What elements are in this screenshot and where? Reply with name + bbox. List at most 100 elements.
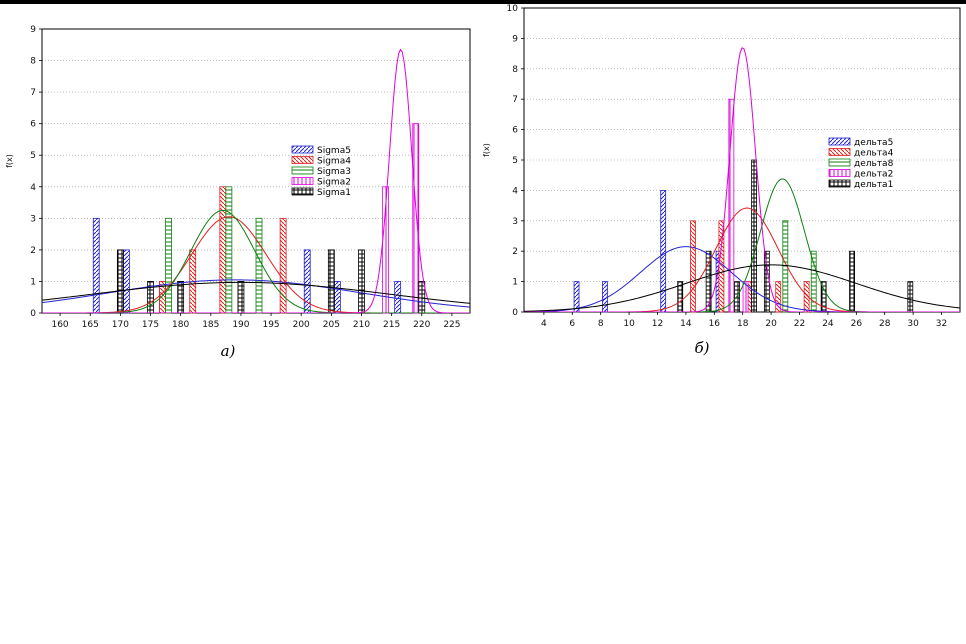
legend-swatch [828, 148, 851, 156]
legend-swatch [291, 156, 314, 164]
bar-дельта1 [907, 281, 914, 313]
curve-Sigma4 [42, 216, 470, 313]
curve-Sigma2 [42, 48, 470, 313]
x-tick-label: 30 [907, 319, 919, 329]
curve-дельта2 [524, 47, 960, 312]
legend-label: Sigma5 [317, 146, 351, 156]
bar-Sigma1 [358, 249, 365, 314]
x-tick-label: 225 [443, 320, 460, 330]
legend-label: Sigma2 [317, 178, 351, 188]
x-tick-label: 175 [142, 320, 159, 330]
legend-swatch [291, 177, 314, 185]
x-tick-label: 200 [293, 320, 310, 330]
y-tick-label: 7 [30, 88, 36, 98]
x-tick-label: 16 [709, 319, 721, 329]
chart-caption: б) [694, 339, 709, 357]
bar-Sigma5 [92, 217, 100, 314]
bar-дельта1 [763, 250, 770, 313]
curve-дельта4 [524, 207, 960, 312]
bar-Sigma5 [122, 249, 130, 314]
bar-дельта5 [602, 281, 608, 313]
bar-Sigma2 [412, 123, 420, 314]
x-tick-label: 170 [112, 320, 129, 330]
y-tick-label: 8 [512, 65, 518, 75]
bar-дельта5 [573, 281, 580, 313]
x-tick-label: 6 [569, 319, 575, 329]
x-tick-label: 210 [353, 320, 370, 330]
bar-дельта4 [690, 220, 696, 313]
x-tick-label: 26 [851, 319, 863, 329]
legend-swatch [828, 179, 851, 188]
bar-дельта2 [742, 281, 749, 313]
y-tick-label: 1 [30, 277, 36, 287]
y-tick-label: 3 [30, 214, 36, 224]
legend-label: дельта8 [854, 159, 894, 169]
x-tick-label: 12 [652, 319, 663, 329]
x-tick-label: 8 [598, 319, 604, 329]
x-tick-label: 28 [879, 319, 891, 329]
y-tick-label: 4 [512, 186, 518, 196]
y-tick-label: 1 [512, 278, 518, 288]
bar-Sigma4 [219, 186, 227, 314]
chart-caption: а) [221, 342, 236, 360]
bar-дельта2 [728, 98, 735, 313]
y-tick-label: 5 [30, 151, 36, 161]
y-axis-label: f(x) [482, 143, 491, 157]
y-tick-label: 5 [512, 156, 518, 166]
x-tick-label: 205 [323, 320, 340, 330]
legend-label: Sigma3 [317, 167, 351, 177]
chart-1: 0 1 2 3 4 5 6 7 8 9 160 165 170 175 180 185 190 195 200 205… [5, 25, 471, 360]
x-tick-label: 20 [765, 319, 777, 329]
x-tick-label: 195 [262, 320, 279, 330]
x-tick-label: 220 [413, 320, 430, 330]
curve-дельта5 [524, 246, 960, 312]
y-tick-label: 3 [512, 217, 518, 227]
legend-swatch [828, 137, 851, 146]
legend-label: дельта5 [854, 138, 893, 148]
x-tick-label: 190 [232, 320, 249, 330]
legend-label: дельта2 [854, 170, 893, 180]
y-tick-label: 6 [30, 120, 36, 130]
y-tick-label: 9 [30, 25, 36, 35]
y-tick-label: 10 [507, 4, 519, 14]
legend-swatch [828, 158, 851, 167]
legend-label: Sigma1 [317, 188, 351, 198]
bar-Sigma3 [225, 186, 233, 314]
y-axis-label: f(x) [5, 154, 14, 168]
x-tick-label: 215 [383, 320, 400, 330]
legend-label: дельта4 [854, 149, 894, 159]
curve-Sigma1 [42, 281, 470, 304]
x-tick-label: 180 [172, 320, 189, 330]
bar-Sigma1 [177, 281, 185, 314]
x-tick-label: 24 [822, 319, 834, 329]
y-tick-label: 9 [512, 34, 518, 44]
bar-Sigma3 [255, 217, 263, 314]
y-tick-label: 8 [30, 57, 36, 67]
bar-дельта5 [660, 189, 667, 313]
legend-label: Sigma4 [317, 157, 351, 167]
x-tick-label: 10 [623, 319, 635, 329]
x-tick-label: 18 [737, 319, 749, 329]
bar-дельта8 [782, 220, 789, 313]
y-tick-label: 0 [512, 308, 518, 318]
bar-дельта4 [775, 281, 782, 313]
x-tick-label: 32 [936, 319, 947, 329]
top-border [0, 0, 966, 4]
bar-Sigma4 [279, 217, 287, 314]
y-tick-label: 4 [30, 183, 36, 193]
bar-Sigma5 [394, 281, 402, 314]
legend-label: дельта1 [854, 180, 893, 190]
legend-swatch [291, 166, 314, 175]
y-tick-label: 2 [512, 247, 518, 257]
legend-swatch [291, 187, 314, 196]
x-tick-label: 160 [51, 320, 68, 330]
bar-дельта1 [751, 159, 757, 313]
legend-swatch [291, 145, 314, 154]
x-tick-label: 185 [202, 320, 219, 330]
curve-дельта1 [524, 264, 960, 312]
legend-swatch [828, 169, 851, 177]
x-tick-label: 22 [794, 319, 805, 329]
